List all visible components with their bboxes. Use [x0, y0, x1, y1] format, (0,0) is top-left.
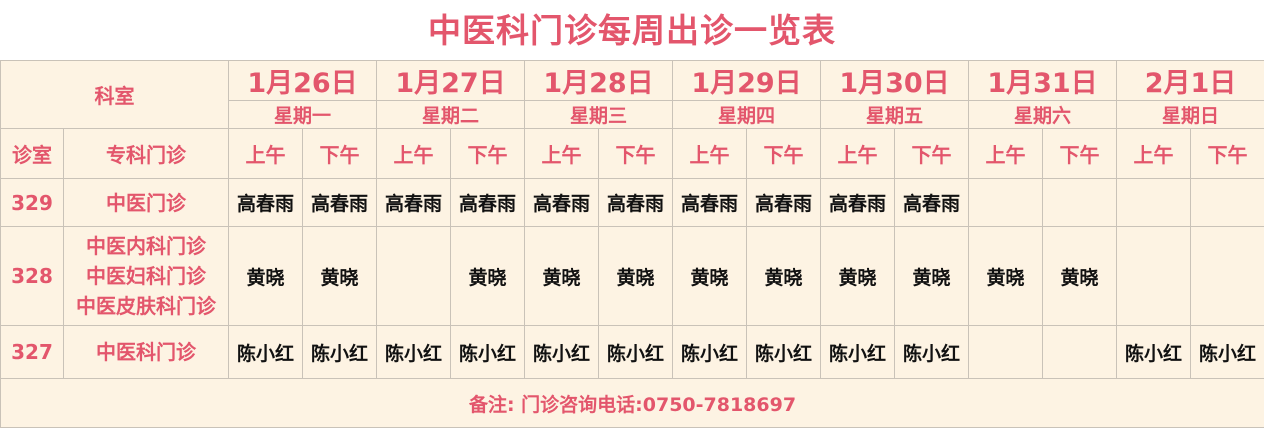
weekday-header: 星期三 — [524, 100, 673, 129]
doctor-cell: 高春雨 — [302, 178, 377, 227]
doctor-cell: 黄晓 — [302, 226, 377, 326]
empty-cell — [1042, 325, 1117, 379]
table-row: 327 中医科门诊 陈小红 陈小红 陈小红 陈小红 陈小红 陈小红 陈小红 陈小红 陈小红 陈小红 陈小… — [0, 325, 1264, 379]
doctor-cell: 高春雨 — [598, 178, 673, 227]
weekday-header: 星期四 — [672, 100, 821, 129]
doctor-cell: 高春雨 — [894, 178, 969, 227]
doctor-cell: 黄晓 — [450, 226, 525, 326]
doctor-cell: 陈小红 — [1189, 325, 1264, 379]
doctor-cell: 陈小红 — [746, 325, 821, 379]
doctor-cell: 黄晓 — [228, 226, 303, 326]
weekday-header: 星期日 — [1115, 100, 1264, 129]
doctor-cell: 黄晓 — [672, 226, 747, 326]
doctor-cell: 陈小红 — [598, 325, 673, 379]
doctor-cell: 陈小红 — [524, 325, 599, 379]
session-header: 下午 — [1189, 128, 1264, 179]
doctor-cell: 黄晓 — [968, 226, 1043, 326]
footer-note: 备注: 门诊咨询电话:0750-7818697 — [0, 378, 1264, 428]
specialty-cell: 中医内科门诊 中医妇科门诊 中医皮肤科门诊 — [63, 226, 229, 326]
session-header: 上午 — [968, 128, 1043, 179]
empty-cell — [1116, 178, 1191, 227]
doctor-cell: 黄晓 — [598, 226, 673, 326]
session-header: 下午 — [746, 128, 821, 179]
doctor-cell: 陈小红 — [1116, 325, 1191, 379]
doctor-cell: 高春雨 — [376, 178, 451, 227]
session-header: 下午 — [894, 128, 969, 179]
doctor-cell: 陈小红 — [450, 325, 525, 379]
room-header: 诊室 — [0, 128, 64, 179]
specialty-name: 中医皮肤科门诊 — [76, 294, 216, 318]
table-row: 星期一 星期二 星期三 星期四 星期五 星期六 星期日 — [1, 100, 1264, 129]
date-header: 1月27日 — [376, 60, 525, 101]
doctor-cell: 高春雨 — [524, 178, 599, 227]
doctor-cell: 高春雨 — [746, 178, 821, 227]
doctor-cell: 黄晓 — [894, 226, 969, 326]
table-row: 329 中医门诊 高春雨 高春雨 高春雨 高春雨 高春雨 高春雨 高春雨 高春雨 高春雨 高春雨 — [0, 178, 1264, 227]
specialty-header: 专科门诊 — [63, 128, 229, 179]
session-header: 下午 — [598, 128, 673, 179]
session-header: 下午 — [450, 128, 525, 179]
doctor-cell: 陈小红 — [894, 325, 969, 379]
date-header: 1月30日 — [820, 60, 969, 101]
doctor-cell: 陈小红 — [376, 325, 451, 379]
specialty-cell: 中医门诊 — [63, 178, 229, 227]
date-header: 1月26日 — [228, 60, 377, 101]
session-header: 上午 — [376, 128, 451, 179]
doctor-cell: 陈小红 — [672, 325, 747, 379]
doctor-cell: 黄晓 — [524, 226, 599, 326]
empty-cell — [376, 226, 451, 326]
doctor-cell: 黄晓 — [820, 226, 895, 326]
doctor-cell: 高春雨 — [228, 178, 303, 227]
session-header: 下午 — [302, 128, 377, 179]
doctor-cell: 陈小红 — [228, 325, 303, 379]
date-header: 1月28日 — [524, 60, 673, 101]
specialty-cell: 中医科门诊 — [63, 325, 229, 379]
date-header: 2月1日 — [1115, 60, 1264, 101]
table-row: 诊室 专科门诊 上午 下午 上午 下午 上午 下午 上午 下午 上午 下午 上午 下午 上午 下午 — [0, 128, 1264, 179]
table-row: 科室 1月26日 1月27日 1月28日 1月29日 1月30日 1月31日 2月1日 — [0, 60, 1264, 129]
empty-cell — [1042, 178, 1117, 227]
room-number: 329 — [0, 178, 64, 227]
doctor-cell: 高春雨 — [820, 178, 895, 227]
empty-cell — [968, 178, 1043, 227]
session-header: 上午 — [524, 128, 599, 179]
page-title: 中医科门诊每周出诊一览表 — [428, 11, 836, 50]
date-header: 1月29日 — [672, 60, 821, 101]
session-header: 上午 — [672, 128, 747, 179]
weekday-header: 星期六 — [968, 100, 1117, 129]
session-header: 上午 — [820, 128, 895, 179]
room-number: 328 — [0, 226, 64, 326]
specialty-name: 中医门诊 — [106, 190, 186, 215]
specialty-name: 中医妇科门诊 — [86, 264, 206, 288]
empty-cell — [1116, 226, 1191, 326]
doctor-cell: 高春雨 — [672, 178, 747, 227]
doctor-cell: 黄晓 — [1042, 226, 1117, 326]
doctor-cell: 陈小红 — [820, 325, 895, 379]
empty-cell — [1189, 226, 1264, 326]
session-header: 上午 — [1116, 128, 1191, 179]
empty-cell — [968, 325, 1043, 379]
weekday-header: 星期五 — [820, 100, 969, 129]
room-number: 327 — [0, 325, 64, 379]
doctor-cell: 高春雨 — [450, 178, 525, 227]
session-header: 下午 — [1042, 128, 1117, 179]
empty-cell — [1189, 178, 1264, 227]
doctor-cell: 黄晓 — [746, 226, 821, 326]
weekday-header: 星期二 — [376, 100, 525, 129]
table-row: 备注: 门诊咨询电话:0750-7818697 — [0, 378, 1264, 428]
specialty-name: 中医内科门诊 — [86, 234, 206, 258]
department-header: 科室 — [0, 60, 229, 129]
date-header: 1月31日 — [968, 60, 1117, 101]
schedule-table: 科室 1月26日 1月27日 1月28日 1月29日 1月30日 1月31日 2月1日 星期一星… — [0, 60, 1264, 428]
weekday-header: 星期一 — [228, 100, 377, 129]
table-row: 328 中医内科门诊 中医妇科门诊 中医皮肤科门诊 黄晓 黄晓 黄晓 黄晓 黄晓 黄晓 黄晓 黄晓 黄晓… — [0, 226, 1264, 326]
session-header: 上午 — [228, 128, 303, 179]
specialty-name: 中医科门诊 — [96, 340, 196, 364]
doctor-cell: 陈小红 — [302, 325, 377, 379]
